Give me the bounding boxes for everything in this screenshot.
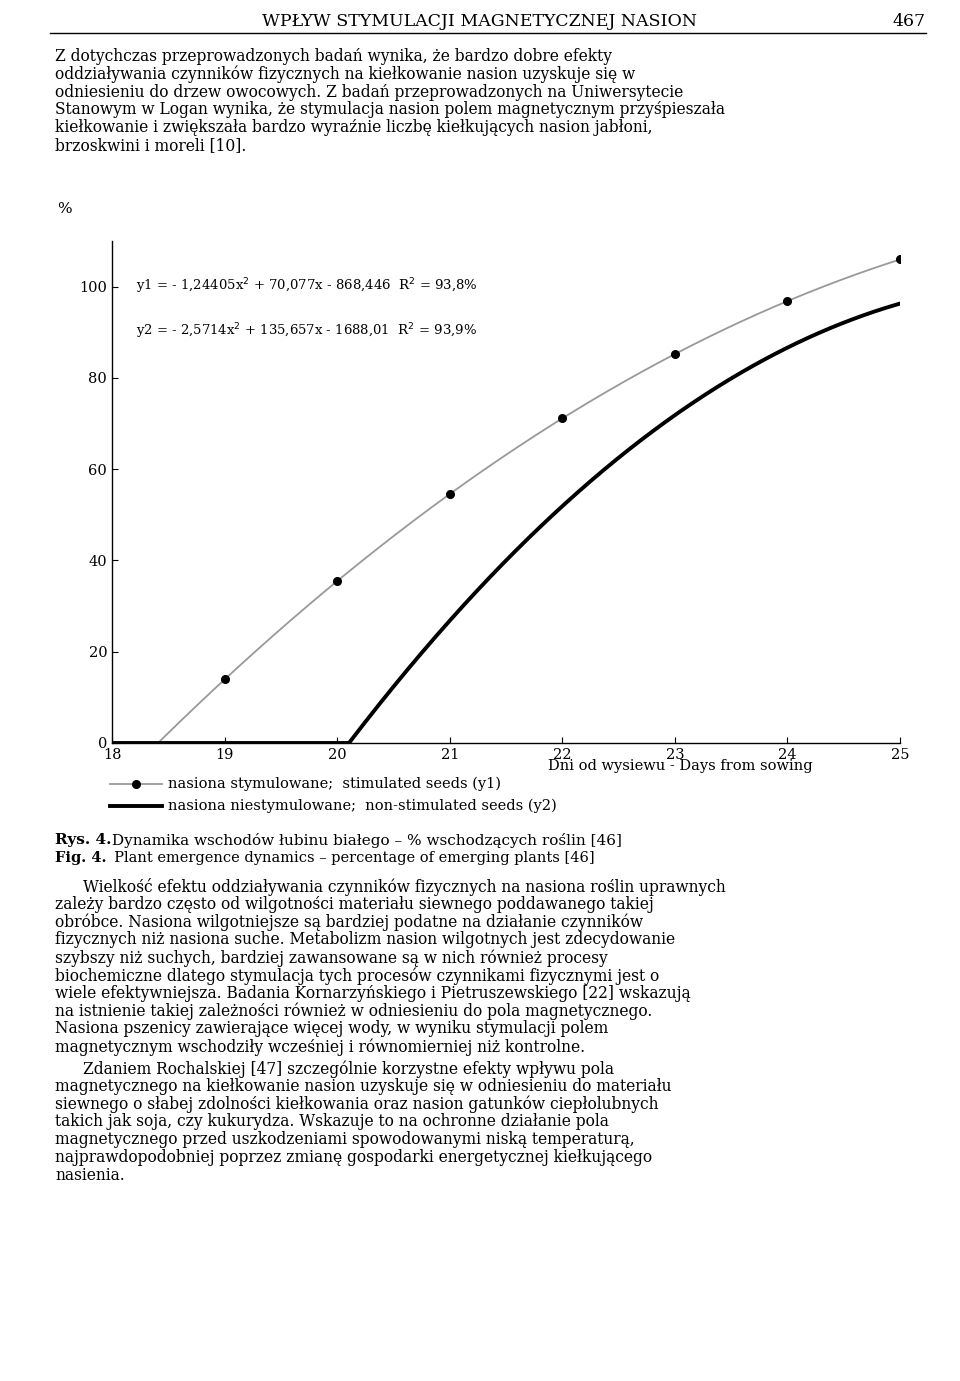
Text: magnetycznego na kiełkowanie nasion uzyskuje się w odniesieniu do materiału: magnetycznego na kiełkowanie nasion uzys… [55,1077,671,1095]
Text: Fig. 4.: Fig. 4. [55,851,107,865]
Text: odniesieniu do drzew owocowych. Z badań przeprowadzonych na Uniwersytecie: odniesieniu do drzew owocowych. Z badań … [55,84,684,101]
Text: Zdaniem Rochalskiej [47] szczególnie korzystne efekty wpływu pola: Zdaniem Rochalskiej [47] szczególnie kor… [83,1061,614,1077]
Text: obróbce. Nasiona wilgotniejsze są bardziej podatne na działanie czynników: obróbce. Nasiona wilgotniejsze są bardzi… [55,914,643,931]
Text: oddziaływania czynników fizycznych na kiełkowanie nasion uzyskuje się w: oddziaływania czynników fizycznych na ki… [55,66,636,83]
Text: takich jak soja, czy kukurydza. Wskazuje to na ochronne działanie pola: takich jak soja, czy kukurydza. Wskazuje… [55,1113,609,1131]
Text: nasienia.: nasienia. [55,1167,125,1184]
Text: nasiona niestymulowane;  non-stimulated seeds (y2): nasiona niestymulowane; non-stimulated s… [168,798,557,813]
Text: Dynamika wschodów łubinu białego – % wschodzących roślin [46]: Dynamika wschodów łubinu białego – % wsc… [107,833,622,848]
Text: brzoskwini i moreli [10].: brzoskwini i moreli [10]. [55,137,247,155]
Text: Rys. 4.: Rys. 4. [55,833,111,847]
Text: y2 = - 2,5714x$^2$ + 135,657x - 1688,01  R$^2$ = 93,9%: y2 = - 2,5714x$^2$ + 135,657x - 1688,01 … [135,322,477,341]
Text: zależy bardzo często od wilgotności materiału siewnego poddawanego takiej: zależy bardzo często od wilgotności mate… [55,896,654,913]
Text: wiele efektywniejsza. Badania Kornarzyńskiego i Pietruszewskiego [22] wskazują: wiele efektywniejsza. Badania Kornarzyńs… [55,985,690,1001]
Text: Stanowym w Logan wynika, że stymulacja nasion polem magnetycznym przyśpieszała: Stanowym w Logan wynika, że stymulacja n… [55,101,725,119]
Text: siewnego o słabej zdolności kiełkowania oraz nasion gatunków ciepłolubnych: siewnego o słabej zdolności kiełkowania … [55,1095,659,1113]
Text: kiełkowanie i zwiększała bardzo wyraźnie liczbę kiełkujących nasion jabłoni,: kiełkowanie i zwiększała bardzo wyraźnie… [55,119,653,137]
Text: nasiona stymulowane;  stimulated seeds (y1): nasiona stymulowane; stimulated seeds (y… [168,776,501,791]
Text: magnetycznego przed uszkodzeniami spowodowanymi niską temperaturą,: magnetycznego przed uszkodzeniami spowod… [55,1131,635,1148]
Text: Z dotychczas przeprowadzonych badań wynika, że bardzo dobre efekty: Z dotychczas przeprowadzonych badań wyni… [55,48,612,65]
Text: fizycznych niż nasiona suche. Metabolizm nasion wilgotnych jest zdecydowanie: fizycznych niż nasiona suche. Metabolizm… [55,931,675,949]
Text: Wielkość efektu oddziaływania czynników fizycznych na nasiona roślin uprawnych: Wielkość efektu oddziaływania czynników … [83,878,726,896]
Text: magnetycznym wschodziły wcześniej i równomierniej niż kontrolne.: magnetycznym wschodziły wcześniej i równ… [55,1039,586,1055]
Text: biochemiczne dlatego stymulacja tych procesów czynnikami fizycznymi jest o: biochemiczne dlatego stymulacja tych pro… [55,967,660,985]
Text: najprawdopodobniej poprzez zmianę gospodarki energetycznej kiełkującego: najprawdopodobniej poprzez zmianę gospod… [55,1149,652,1166]
Text: Nasiona pszenicy zawierające więcej wody, w wyniku stymulacji polem: Nasiona pszenicy zawierające więcej wody… [55,1021,609,1037]
Text: na istnienie takiej zależności również w odniesieniu do pola magnetycznego.: na istnienie takiej zależności również w… [55,1003,653,1021]
Text: %: % [57,202,71,215]
Text: 467: 467 [893,12,926,30]
Text: y1 = - 1,24405x$^2$ + 70,077x - 868,446  R$^2$ = 93,8%: y1 = - 1,24405x$^2$ + 70,077x - 868,446 … [135,276,477,296]
Text: Plant emergence dynamics – percentage of emerging plants [46]: Plant emergence dynamics – percentage of… [105,851,594,865]
Text: szybszy niż suchych, bardziej zawansowane są w nich również procesy: szybszy niż suchych, bardziej zawansowan… [55,949,608,967]
Text: Dni od wysiewu - Days from sowing: Dni od wysiewu - Days from sowing [548,760,812,773]
Text: WPŁYW STYMULACJI MAGNETYCZNEJ NASION: WPŁYW STYMULACJI MAGNETYCZNEJ NASION [262,12,698,30]
